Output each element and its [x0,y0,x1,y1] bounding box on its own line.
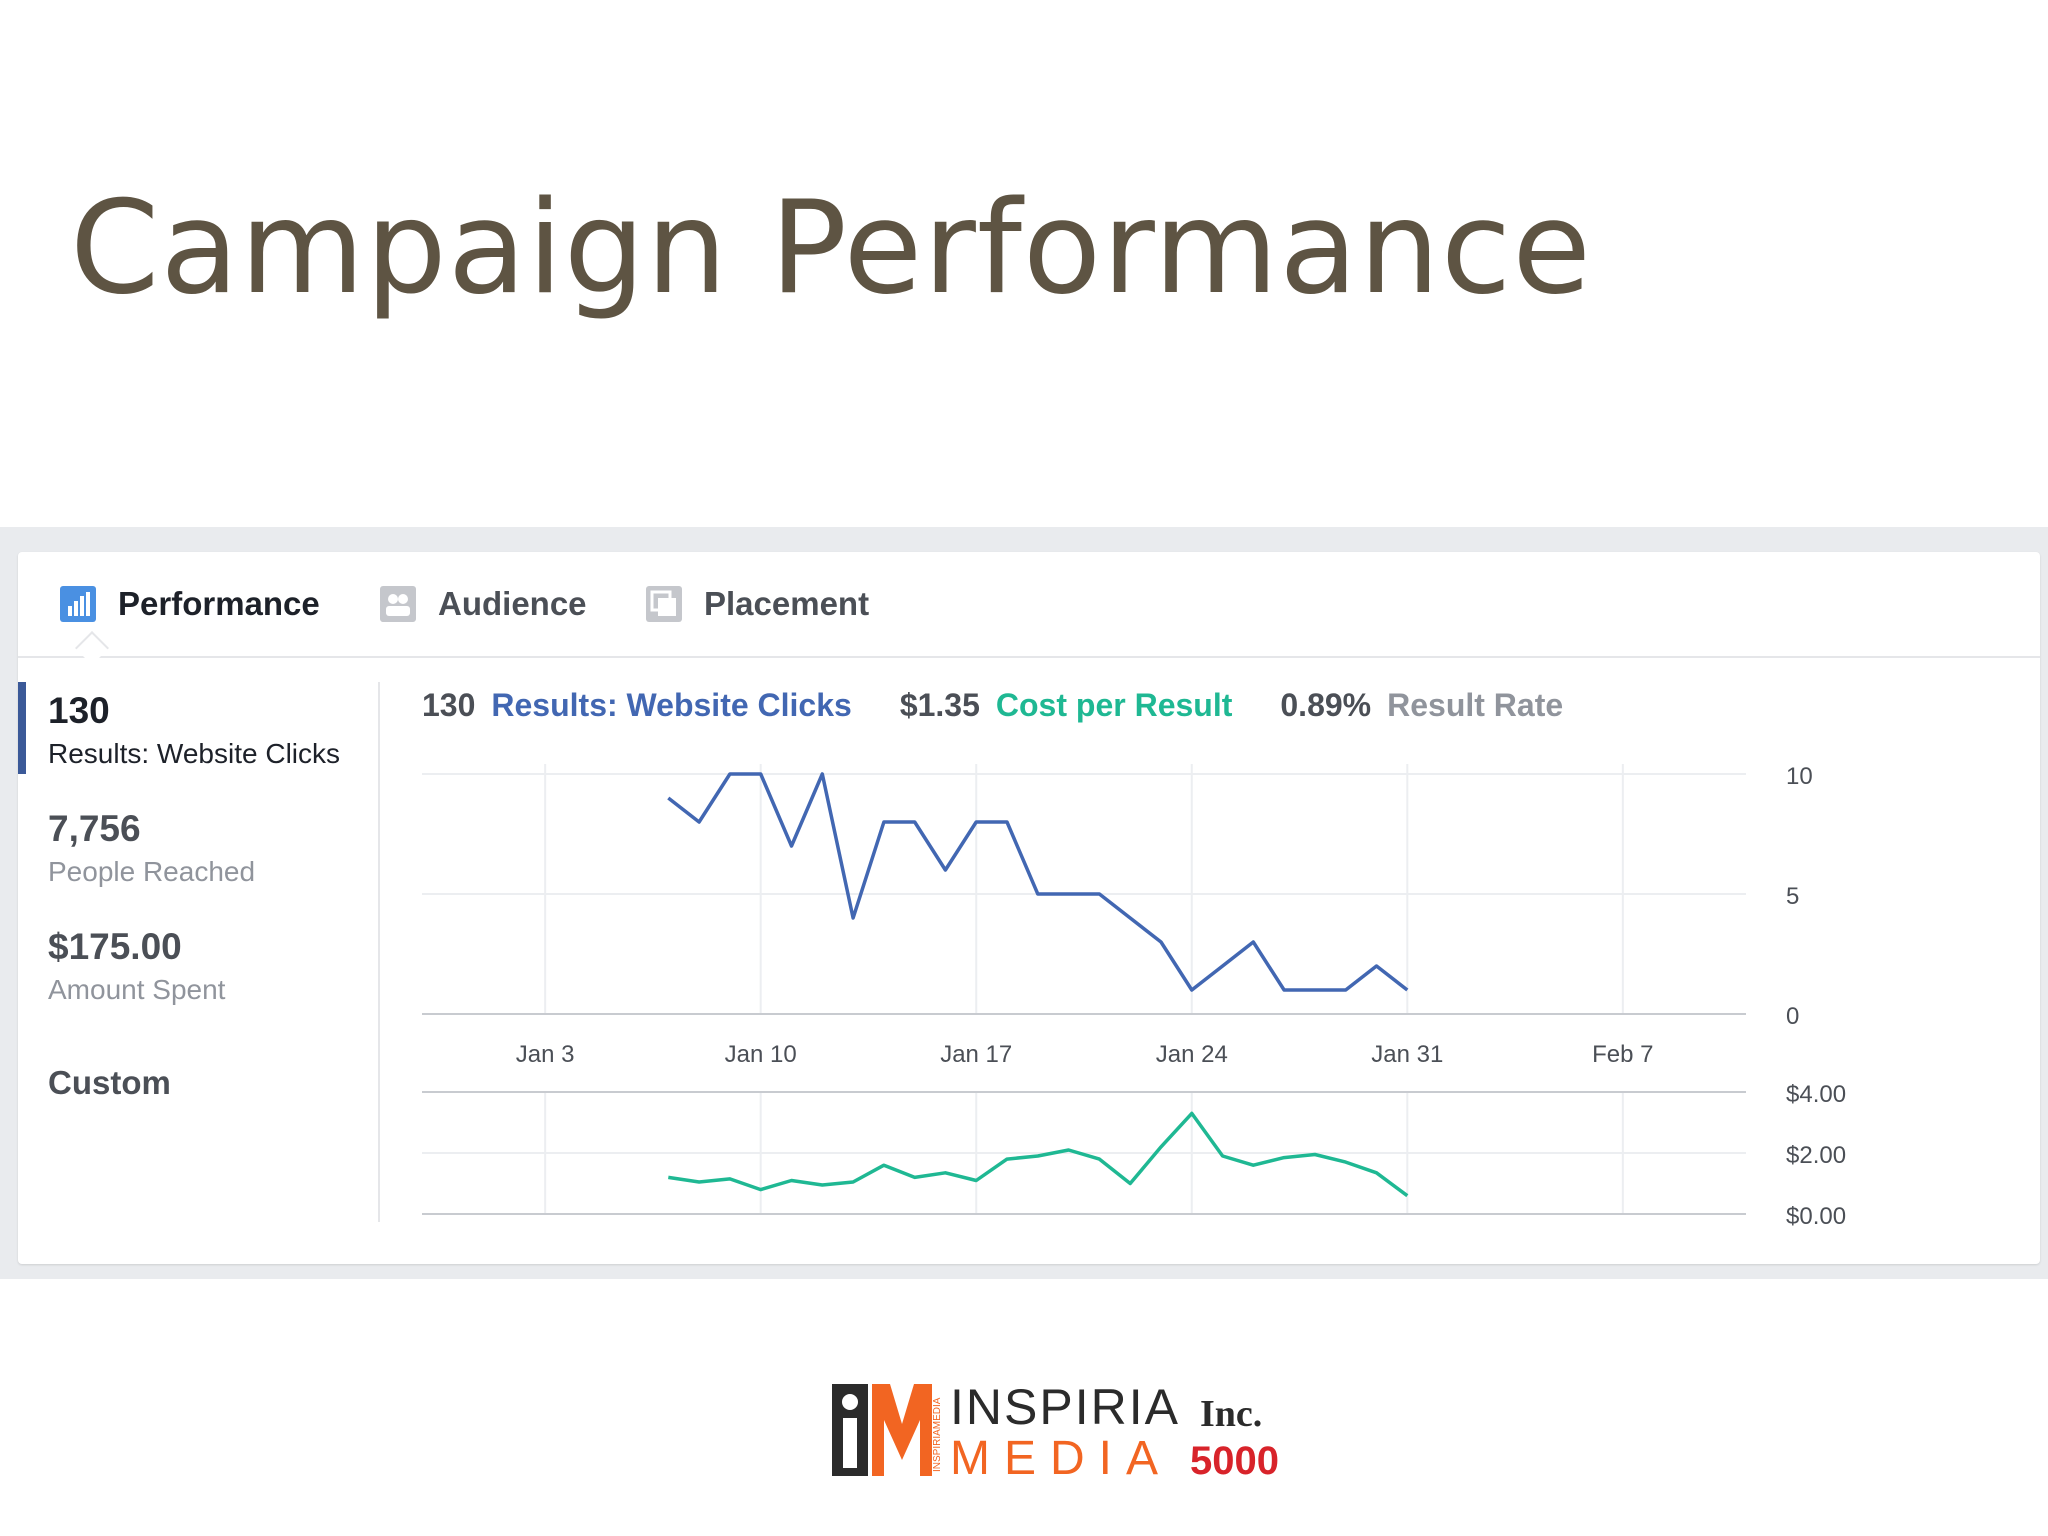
summary-results-value: 130 [422,687,476,723]
y-tick-label-bottom-2: $0.00 [1786,1203,1846,1230]
insights-panel: Performance Audience Placement [18,552,2040,1264]
tab-placement[interactable]: Placement [646,582,869,626]
x-tick-label-3: Jan 24 [1156,1041,1228,1068]
metric-results[interactable]: 130 Results: Website Clicks [48,690,340,770]
metric-reach-value: 7,756 [48,808,141,849]
tab-performance-label: Performance [118,585,320,622]
metric-results-label: Results: Website Clicks [48,738,341,769]
y-tick-label-bottom-0: $4.00 [1786,1081,1846,1108]
tab-audience[interactable]: Audience [380,582,587,626]
results-line [667,772,1409,992]
tab-audience-label: Audience [438,585,587,622]
summary-rate-label: Result Rate [1387,687,1564,723]
active-metric-indicator [18,682,26,774]
logo-i-stem [843,1418,857,1468]
metric-amount-spent[interactable]: $175.00 Amount Spent [48,926,225,1006]
logo-badge-line1: Inc. [1200,1393,1262,1435]
x-tick-label-5: Feb 7 [1592,1041,1653,1068]
bar-chart-icon [60,586,96,622]
y-tick-label-top-1: 5 [1786,883,1799,910]
y-tick-label-top-2: 0 [1786,1003,1799,1030]
metric-reach-label: People Reached [48,856,256,887]
logo-vertical-text: INSPIRIAMEDIA [932,1397,943,1472]
x-tick-label-1: Jan 10 [725,1041,797,1068]
logo-i-dot [842,1394,858,1410]
summary-rate-value: 0.89% [1280,687,1372,723]
y-tick-label-bottom-1: $2.00 [1786,1142,1846,1169]
cost-per-result-line [668,1111,1409,1198]
performance-charts: 10 5 0 Jan 3 Jan 10 Jan 17 Jan 24 Jan 31 Feb 7 $4… [422,763,1846,1230]
x-tick-label-0: Jan 3 [516,1041,575,1068]
tab-performance[interactable]: Performance [60,582,320,626]
metric-amount-spent-label: Amount Spent [48,974,226,1005]
metric-reach[interactable]: 7,756 People Reached [48,808,255,888]
custom-date-range-link[interactable]: Custom [48,1064,171,1101]
metric-results-value: 130 [48,690,110,731]
summary-cost-value: $1.35 [899,687,980,723]
logo-badge-line2: 5000 [1190,1439,1279,1480]
summary-results-label: Results: Website Clicks [491,687,852,723]
logo-brand-line2: MEDIA [950,1432,1172,1480]
logo-brand-line1: INSPIRIA [950,1380,1180,1435]
logo-m-shape [872,1384,932,1476]
people-icon [380,586,416,622]
x-tick-label-4: Jan 31 [1371,1041,1443,1068]
placement-icon [646,586,682,622]
slide-title: Campaign Performance [70,174,1592,323]
metric-amount-spent-value: $175.00 [48,926,182,967]
summary-row: 130 Results: Website Clicks $1.35 Cost p… [422,687,1611,724]
y-tick-label-top-0: 10 [1786,763,1813,790]
tab-bar: Performance Audience Placement [18,552,2040,665]
tab-placement-label: Placement [704,585,870,622]
inspiria-media-logo: INSPIRIAMEDIA INSPIRIA MEDIA Inc. 5000 [832,1380,1279,1480]
summary-cost-label: Cost per Result [995,687,1233,723]
x-tick-label-2: Jan 17 [940,1041,1012,1068]
metrics-sidebar: 130 Results: Website Clicks 7,756 People… [18,682,380,1222]
